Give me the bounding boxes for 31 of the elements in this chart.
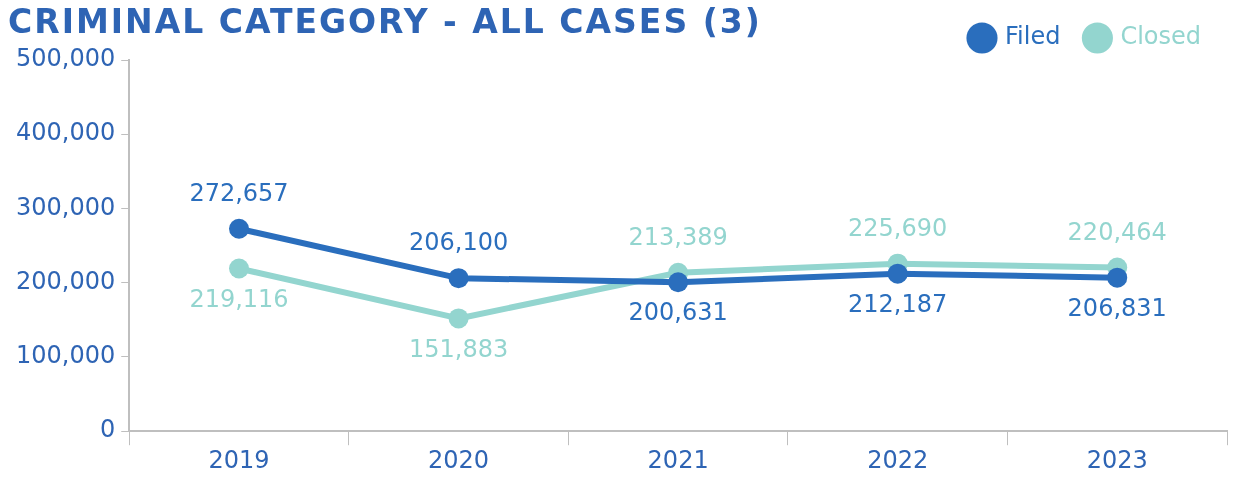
data-label: 212,187 <box>848 289 948 318</box>
y-tick-label: 200,000 <box>16 266 116 295</box>
data-label: 206,100 <box>408 228 509 257</box>
y-tick-label: 0 <box>99 415 116 444</box>
data-label: 225,690 <box>848 213 948 242</box>
data-label: 206,831 <box>1067 293 1167 322</box>
point <box>1107 267 1128 288</box>
legend-label: Filed <box>1004 22 1061 51</box>
point <box>887 263 908 284</box>
legend-label: Closed <box>1120 22 1202 51</box>
point <box>229 218 250 239</box>
point <box>668 272 689 293</box>
y-tick-label: 300,000 <box>16 192 116 221</box>
data-label: 272,657 <box>189 179 289 208</box>
x-tick-label: 2021 <box>647 445 709 474</box>
y-tick-label: 100,000 <box>16 341 116 370</box>
y-tick-label: 400,000 <box>16 118 116 147</box>
point <box>229 258 250 279</box>
x-tick-label: 2020 <box>428 445 490 474</box>
x-tick-label: 2023 <box>1086 445 1148 474</box>
x-tick-label: 2022 <box>867 445 929 474</box>
chart-title: CRIMINAL CATEGORY - ALL CASES (3) <box>8 2 762 41</box>
data-label: 200,631 <box>628 298 728 327</box>
point <box>448 268 469 289</box>
data-label: 151,883 <box>408 334 509 363</box>
data-label: 219,116 <box>189 284 289 313</box>
point <box>448 308 469 329</box>
data-label: 213,389 <box>628 223 728 252</box>
x-tick-label: 2019 <box>208 445 270 474</box>
data-label: 220,464 <box>1067 217 1167 246</box>
y-tick-label: 500,000 <box>16 44 116 73</box>
